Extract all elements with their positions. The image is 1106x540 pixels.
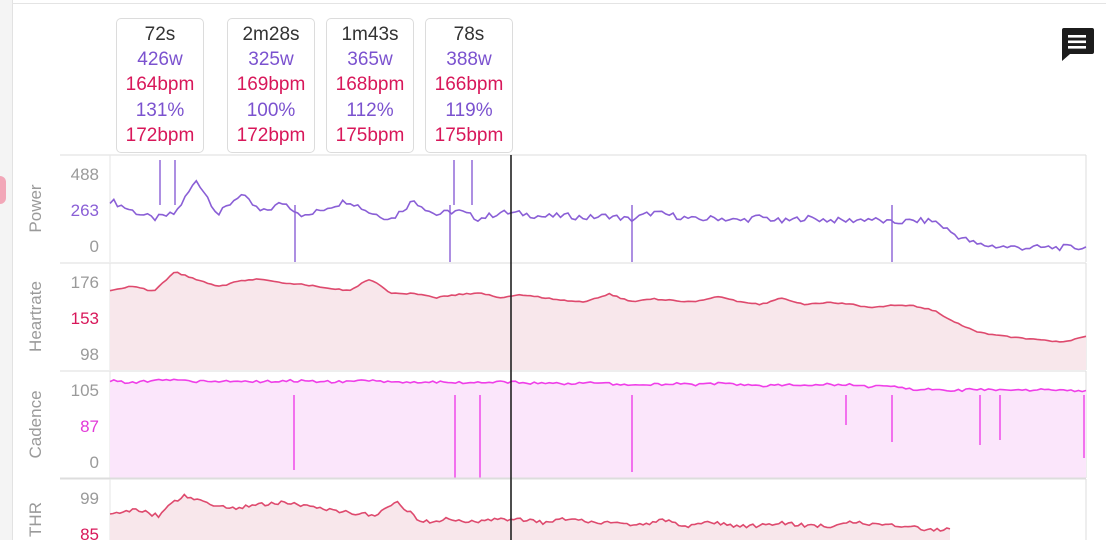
axis-label-heartrate: Heartrate: [26, 281, 45, 352]
tick-label: 263: [71, 201, 99, 220]
series-line-thr: [109, 493, 951, 532]
series-area-heartrate: [110, 272, 1086, 370]
top-divider: [12, 3, 1106, 4]
comment-icon[interactable]: [1058, 26, 1096, 62]
tick-label: 0: [90, 237, 99, 256]
lap-percent: 112%: [346, 99, 394, 121]
lap-card[interactable]: 72s 426w 164bpm 131% 172bpm: [116, 18, 204, 153]
lap-power: 325w: [248, 49, 294, 71]
tick-label: 87: [80, 417, 99, 436]
lap-percent: 119%: [445, 99, 493, 121]
lap-duration: 1m43s: [341, 24, 399, 45]
tick-label: 176: [71, 273, 99, 292]
tick-label: 105: [71, 381, 99, 400]
tick-label: 153: [71, 309, 99, 328]
lap-heartrate: 164bpm: [125, 74, 195, 96]
tick-label: 85: [80, 525, 99, 540]
lap-threshold-hr: 172bpm: [125, 124, 195, 146]
axis-label-power: Power: [26, 184, 45, 233]
series-line-power: [109, 179, 1087, 252]
series-line-heartrate: [109, 271, 1087, 343]
lap-heartrate: 169bpm: [236, 74, 306, 96]
lap-duration: 2m28s: [242, 24, 300, 45]
lap-power: 426w: [137, 49, 183, 71]
lap-heartrate: 166bpm: [434, 74, 504, 96]
tick-label: 99: [80, 489, 99, 508]
series-line-cadence: [109, 378, 1087, 393]
lap-threshold-hr: 175bpm: [434, 124, 504, 146]
lap-power: 388w: [446, 49, 492, 71]
series-area-thr: [110, 494, 950, 540]
lap-duration: 72s: [144, 24, 176, 45]
lap-card[interactable]: 78s 388w 166bpm 119% 175bpm: [425, 18, 513, 153]
lap-threshold-hr: 172bpm: [236, 124, 306, 146]
lap-percent: 131%: [135, 99, 185, 121]
lap-heartrate: 168bpm: [335, 74, 405, 96]
lap-card[interactable]: 2m28s 325w 169bpm 100% 172bpm: [227, 18, 315, 153]
axis-label-thr: THR: [26, 502, 45, 537]
tick-label: 0: [90, 453, 99, 472]
tick-label: 488: [71, 165, 99, 184]
lap-card[interactable]: 1m43s 365w 168bpm 112% 175bpm: [326, 18, 414, 153]
lap-duration: 78s: [453, 24, 485, 45]
left-sidebar-edge: [0, 0, 13, 540]
axis-label-cadence: Cadence: [26, 390, 45, 458]
lap-power: 365w: [347, 49, 393, 71]
lap-threshold-hr: 175bpm: [335, 124, 405, 146]
sidebar-marker: [0, 176, 6, 204]
tick-label: 98: [80, 345, 99, 364]
series-area-cadence: [110, 379, 1086, 478]
lap-percent: 100%: [246, 99, 296, 121]
